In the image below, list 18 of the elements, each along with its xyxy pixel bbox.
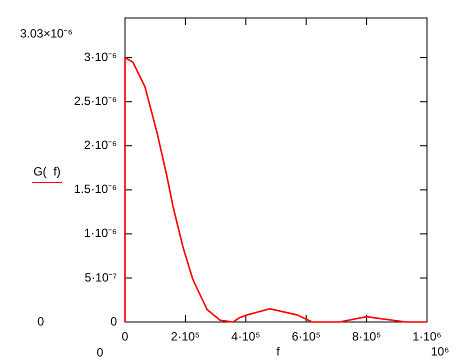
x-tick-label: 6·10⁵ [292,330,321,344]
y-tick-label: 0 [110,314,118,328]
x-tick-label: 2·10⁵ [170,330,200,344]
text: 3.03×10⁻⁶ [20,26,73,40]
text: 10⁶ [430,344,450,358]
x-tick-label: 0 [122,330,129,344]
x-tick-label: 4·10⁵ [231,330,260,344]
y-tick-label: 5·10⁻⁷ [84,270,117,284]
y-tick-label: 3·10⁻⁶ [84,50,118,64]
y-tick-label: 1.5·10⁻⁶ [74,182,118,196]
x-axis-title: f [276,344,280,358]
y-tick-label: 2.5·10⁻⁶ [74,94,118,108]
text: 0 [37,314,44,328]
y-axis-title: G( f) [33,164,61,178]
y-tick-label: 1·10⁻⁶ [84,226,118,240]
x-tick-label: 1·10⁶ [412,330,442,344]
x-tick-label: 8·10⁵ [352,330,382,344]
y-tick-label: 2·10⁻⁶ [84,138,118,152]
